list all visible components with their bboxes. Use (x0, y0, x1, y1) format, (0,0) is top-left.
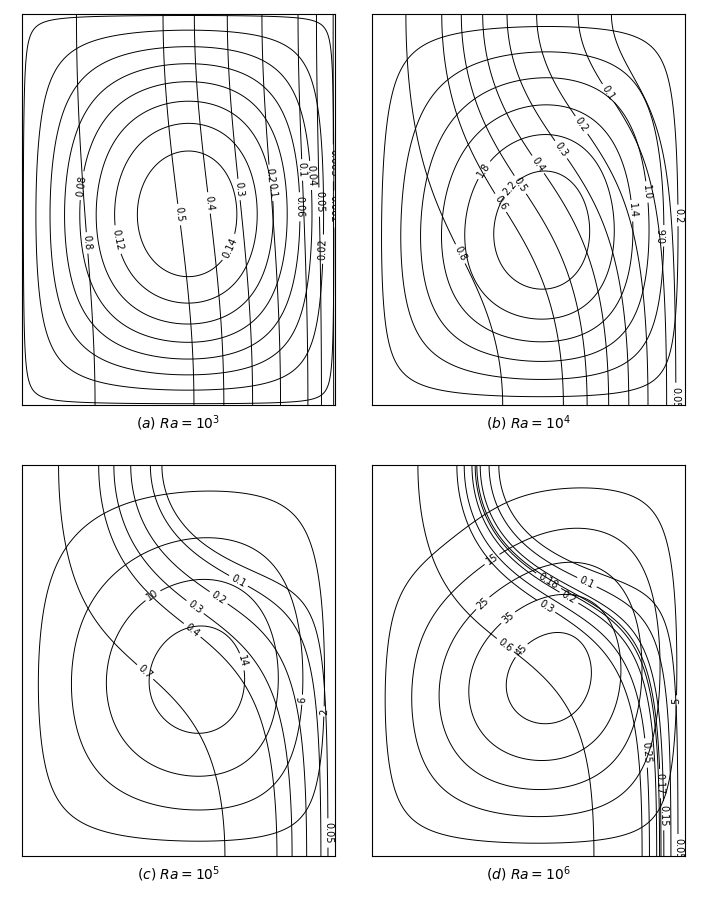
Text: 0.25: 0.25 (641, 742, 652, 764)
Text: 0.002: 0.002 (329, 196, 339, 223)
Text: 0.1: 0.1 (297, 162, 308, 178)
Text: 0.2: 0.2 (573, 116, 590, 135)
Text: 0.3: 0.3 (537, 598, 555, 614)
Text: 0.3: 0.3 (186, 598, 204, 615)
Text: 14: 14 (236, 655, 249, 669)
Text: 0.6: 0.6 (496, 637, 515, 654)
Text: 45: 45 (513, 642, 529, 658)
Text: 0.17: 0.17 (655, 772, 665, 795)
Text: 1.8: 1.8 (475, 161, 492, 179)
Text: 0.6: 0.6 (492, 194, 509, 212)
Text: 0.4: 0.4 (203, 195, 215, 211)
Text: 5: 5 (672, 697, 682, 704)
Text: 0.18: 0.18 (537, 571, 560, 591)
Text: 35: 35 (500, 610, 516, 625)
Text: 0.4: 0.4 (530, 155, 547, 173)
Text: 0.05: 0.05 (673, 838, 683, 859)
Text: 2.2: 2.2 (501, 179, 519, 197)
Text: 0.2: 0.2 (209, 589, 228, 606)
Text: 0.05: 0.05 (314, 191, 325, 213)
Text: 0.7: 0.7 (136, 663, 154, 681)
Text: 0.5: 0.5 (173, 206, 185, 222)
Text: 6: 6 (297, 696, 308, 703)
Text: 0.5: 0.5 (512, 176, 529, 194)
Text: 0.8: 0.8 (452, 245, 468, 263)
Text: 0.2: 0.2 (673, 208, 683, 223)
Text: 0.6: 0.6 (659, 228, 669, 243)
Text: 10: 10 (145, 588, 160, 603)
Text: 2: 2 (319, 708, 329, 715)
Text: 15: 15 (484, 552, 500, 567)
Text: 0.14: 0.14 (221, 236, 239, 259)
Text: 0.1: 0.1 (600, 84, 617, 102)
Text: 0.8: 0.8 (81, 235, 93, 251)
Text: 0.08: 0.08 (75, 174, 88, 196)
Text: 0.1: 0.1 (578, 574, 596, 590)
X-axis label: $(d)\ Ra = 10^6$: $(d)\ Ra = 10^6$ (486, 865, 571, 884)
Text: 0.3: 0.3 (553, 141, 570, 159)
X-axis label: $(a)\ Ra = 10^3$: $(a)\ Ra = 10^3$ (136, 414, 221, 433)
Text: 0.04: 0.04 (305, 164, 317, 187)
Text: 0.2: 0.2 (560, 589, 578, 605)
Text: 0.4: 0.4 (183, 622, 201, 639)
Text: 0.005: 0.005 (328, 149, 339, 177)
Text: 0.1: 0.1 (266, 182, 278, 198)
Text: 0.2: 0.2 (264, 168, 276, 184)
X-axis label: $(b)\ Ra = 10^4$: $(b)\ Ra = 10^4$ (486, 414, 571, 433)
Text: 0.12: 0.12 (110, 228, 124, 251)
Text: 0.06: 0.06 (295, 196, 305, 218)
Text: 0.1: 0.1 (229, 572, 247, 589)
Text: 0.15: 0.15 (658, 805, 669, 826)
Text: 0.05: 0.05 (671, 387, 681, 408)
Text: 25: 25 (474, 596, 491, 611)
Text: 0.05: 0.05 (323, 823, 333, 844)
Text: 0.02: 0.02 (318, 239, 329, 260)
Text: 0.3: 0.3 (233, 181, 245, 197)
X-axis label: $(c)\ Ra = 10^5$: $(c)\ Ra = 10^5$ (137, 865, 220, 884)
Text: 1.4: 1.4 (626, 203, 638, 219)
Text: 1.0: 1.0 (641, 184, 653, 200)
